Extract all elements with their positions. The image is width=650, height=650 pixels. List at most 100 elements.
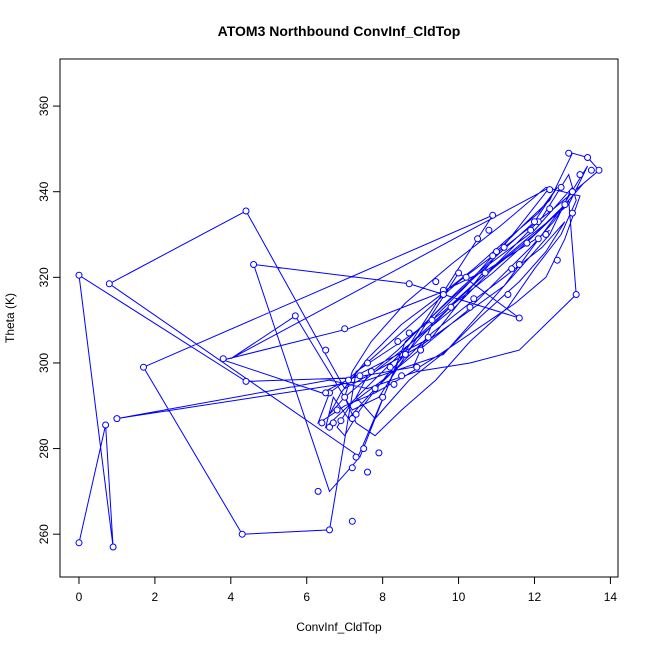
data-point bbox=[371, 385, 379, 393]
data-point bbox=[587, 166, 595, 174]
data-point bbox=[493, 248, 500, 256]
data-point bbox=[242, 377, 250, 385]
data-point bbox=[405, 329, 413, 337]
data-point bbox=[405, 280, 413, 288]
y-tick-label: 300 bbox=[37, 353, 51, 373]
data-point bbox=[455, 269, 463, 277]
data-point bbox=[515, 261, 523, 268]
data-point bbox=[481, 269, 489, 277]
chart-title: ATOM3 Northbound ConvInf_CldTop bbox=[218, 23, 461, 39]
data-point bbox=[504, 291, 512, 298]
x-tick-label: 8 bbox=[379, 590, 386, 604]
data-point bbox=[318, 419, 326, 427]
data-point bbox=[314, 487, 322, 495]
data-point bbox=[322, 389, 330, 397]
data-point bbox=[375, 449, 383, 457]
data-point bbox=[515, 314, 523, 322]
y-axis: 260 280 300 320 340 360 bbox=[37, 96, 61, 544]
data-point bbox=[485, 226, 493, 234]
y-tick-label: 340 bbox=[37, 181, 51, 201]
data-point bbox=[348, 415, 356, 423]
y-tick-label: 320 bbox=[37, 267, 51, 287]
y-tick-label: 260 bbox=[37, 524, 51, 544]
data-point bbox=[326, 526, 333, 534]
x-tick-label: 4 bbox=[227, 590, 234, 604]
data-point bbox=[523, 239, 531, 247]
x-axis-label: ConvInf_CldTop bbox=[296, 620, 382, 634]
data-point bbox=[398, 372, 406, 380]
data-point bbox=[417, 346, 425, 354]
data-point bbox=[572, 291, 580, 298]
data-point bbox=[140, 363, 147, 371]
data-point bbox=[568, 209, 576, 217]
x-tick-label: 2 bbox=[152, 590, 159, 604]
data-point bbox=[546, 186, 554, 194]
data-point bbox=[561, 201, 569, 209]
data-point bbox=[470, 295, 478, 303]
x-tick-label: 14 bbox=[604, 590, 618, 604]
data-point bbox=[326, 423, 333, 431]
y-tick-label: 360 bbox=[37, 96, 51, 116]
x-tick-label: 0 bbox=[76, 590, 83, 604]
data-point bbox=[367, 368, 375, 375]
data-point bbox=[352, 410, 360, 418]
data-point bbox=[466, 303, 474, 311]
data-point bbox=[546, 205, 554, 213]
plot-frame bbox=[59, 58, 619, 578]
data-point bbox=[595, 166, 603, 174]
y-tick-label: 280 bbox=[37, 438, 51, 458]
data-point bbox=[508, 265, 516, 273]
data-point bbox=[341, 325, 349, 333]
data-point bbox=[568, 188, 576, 196]
data-point bbox=[439, 291, 447, 298]
data-point bbox=[379, 393, 387, 401]
data-point bbox=[553, 256, 561, 264]
data-point bbox=[584, 154, 592, 161]
series-line bbox=[78, 152, 600, 548]
data-point bbox=[341, 393, 349, 401]
data-point bbox=[565, 149, 573, 157]
data-point bbox=[428, 316, 436, 324]
data-point bbox=[489, 252, 497, 260]
data-point bbox=[238, 530, 246, 538]
data-point bbox=[390, 380, 398, 388]
data-point bbox=[105, 280, 113, 288]
data-point bbox=[364, 359, 371, 367]
data-point bbox=[527, 226, 535, 234]
data-point bbox=[447, 303, 455, 311]
data-point bbox=[413, 363, 421, 371]
data-point bbox=[462, 273, 470, 281]
x-axis: 0 2 4 6 8 10 12 14 bbox=[76, 576, 618, 604]
data-point bbox=[386, 363, 394, 371]
data-point bbox=[542, 231, 550, 238]
plot-area bbox=[59, 58, 619, 578]
data-point bbox=[333, 406, 341, 414]
data-point bbox=[474, 235, 482, 243]
data-point bbox=[360, 445, 368, 453]
data-point bbox=[424, 333, 432, 341]
data-point bbox=[364, 468, 371, 476]
data-point bbox=[242, 207, 250, 215]
data-point bbox=[109, 543, 117, 551]
data-point bbox=[401, 350, 409, 358]
data-point bbox=[75, 539, 83, 547]
data-point bbox=[345, 376, 352, 384]
x-tick-label: 12 bbox=[528, 590, 542, 604]
data-point bbox=[219, 355, 227, 363]
data-point bbox=[394, 338, 402, 345]
y-axis-label: Theta (K) bbox=[3, 293, 17, 343]
data-point bbox=[356, 372, 364, 380]
data-point bbox=[489, 211, 497, 219]
data-point bbox=[291, 312, 299, 320]
x-tick-label: 10 bbox=[452, 590, 466, 604]
data-point bbox=[329, 419, 337, 427]
data-point bbox=[534, 235, 542, 243]
data-point bbox=[531, 218, 538, 226]
data-point bbox=[557, 183, 565, 191]
data-point bbox=[322, 346, 330, 354]
data-point bbox=[348, 517, 356, 525]
data-point bbox=[337, 417, 345, 425]
data-point bbox=[75, 271, 83, 279]
data-point bbox=[348, 464, 356, 472]
